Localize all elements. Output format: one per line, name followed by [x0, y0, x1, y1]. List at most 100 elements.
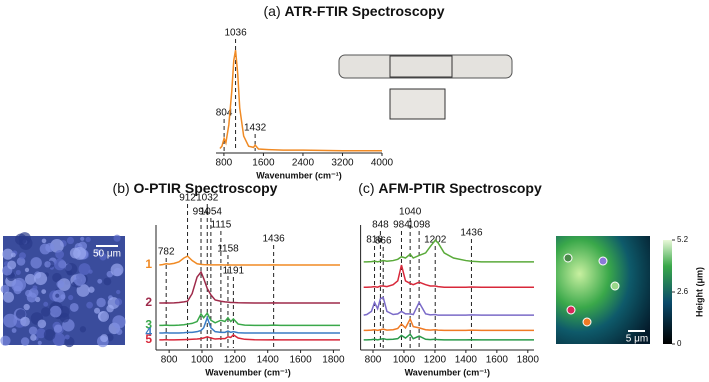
spectrum-line	[219, 50, 382, 152]
x-tick-label: 1000	[393, 355, 416, 366]
texture	[113, 234, 121, 242]
panel-title: (a) ATR-FTIR Spectroscopy	[264, 3, 445, 19]
spectrum-line	[159, 311, 340, 327]
texture	[2, 248, 14, 260]
series-label: 2	[145, 295, 152, 309]
x-tick-label: 1200	[424, 355, 447, 366]
texture	[34, 272, 48, 286]
peak-label: 994	[193, 207, 210, 218]
spectrum-line	[159, 255, 340, 266]
texture	[28, 326, 38, 336]
x-tick-label: 800	[216, 158, 233, 169]
texture	[26, 292, 37, 303]
texture	[24, 273, 36, 285]
texture	[55, 250, 65, 259]
peak-label: 1436	[460, 228, 483, 239]
texture	[52, 333, 66, 346]
peak-label: 848	[372, 220, 389, 231]
x-tick-label: 1400	[455, 355, 478, 366]
texture	[99, 253, 107, 261]
peak-label: 782	[158, 247, 175, 258]
x-tick-label: 1600	[486, 355, 509, 366]
texture	[40, 307, 51, 317]
title-text: O-PTIR Spectroscopy	[134, 180, 278, 196]
texture	[49, 305, 62, 318]
afm-spot	[610, 281, 620, 291]
colorbar-tick-label: 2.6	[677, 287, 689, 296]
texture	[20, 316, 30, 327]
x-tick-label: 800	[161, 355, 178, 366]
texture	[96, 297, 106, 308]
texture	[11, 279, 23, 292]
texture	[73, 273, 86, 286]
spectrum-line	[363, 333, 534, 341]
peak-label: 1191	[223, 266, 245, 277]
x-tick-label: 1600	[289, 355, 312, 366]
texture	[41, 289, 47, 294]
texture	[39, 243, 51, 255]
x-axis-label: Wavenumber (cm⁻¹)	[405, 367, 490, 377]
texture	[112, 315, 126, 329]
texture	[76, 283, 90, 297]
microscope-image	[0, 232, 126, 348]
peak-label: 1054	[200, 207, 223, 218]
peak-label: 984	[393, 220, 410, 231]
photo-zoom	[389, 88, 446, 120]
spectrum-line	[159, 270, 340, 304]
series-label: 5	[145, 332, 152, 346]
texture	[80, 236, 85, 241]
peak-label: 810	[366, 235, 383, 246]
texture	[79, 326, 87, 333]
texture	[20, 337, 30, 346]
texture	[53, 258, 66, 271]
spectrum-line	[363, 239, 534, 263]
series-label: 1	[145, 257, 152, 271]
panel-title: (b) O-PTIR Spectroscopy	[113, 180, 278, 196]
peak-label: 1098	[408, 220, 431, 231]
title-text: AFM-PTIR Spectroscopy	[378, 180, 542, 196]
afm-spot	[563, 253, 573, 263]
texture	[23, 303, 30, 311]
texture	[3, 313, 18, 328]
texture	[2, 291, 14, 303]
peak-label: 1436	[263, 234, 286, 245]
texture	[85, 236, 91, 243]
texture	[64, 334, 70, 340]
afm-spot	[566, 305, 576, 315]
x-tick-label: 1800	[517, 355, 540, 366]
x-tick-label: 2400	[292, 158, 315, 169]
series-label: 4	[145, 325, 152, 339]
texture	[53, 324, 63, 333]
texture	[24, 267, 30, 273]
texture	[7, 260, 17, 270]
texture	[106, 304, 114, 313]
series-label: 3	[145, 318, 152, 332]
texture	[98, 311, 109, 322]
spectrum-line	[363, 264, 534, 289]
texture	[65, 262, 78, 276]
texture	[78, 263, 91, 276]
colorbar	[663, 240, 672, 344]
colorbar-label: Height (μm)	[694, 267, 704, 317]
texture	[32, 285, 38, 291]
texture	[110, 263, 124, 277]
texture	[11, 328, 17, 333]
spectrum-line	[363, 317, 534, 332]
texture	[95, 249, 102, 256]
spectrum-line	[363, 296, 534, 316]
afm-image	[556, 236, 650, 344]
scale-label: 50 μm	[93, 249, 121, 260]
x-tick-label: 1400	[257, 355, 280, 366]
texture	[94, 307, 101, 314]
texture	[0, 335, 11, 346]
texture	[88, 286, 95, 293]
texture	[59, 312, 70, 323]
texture	[68, 294, 74, 301]
peak-label: 1432	[244, 123, 267, 134]
texture	[15, 269, 21, 275]
texture	[43, 301, 49, 307]
texture	[116, 289, 121, 295]
x-tick-label: 1000	[191, 355, 214, 366]
peak-label: 1032	[196, 193, 219, 204]
